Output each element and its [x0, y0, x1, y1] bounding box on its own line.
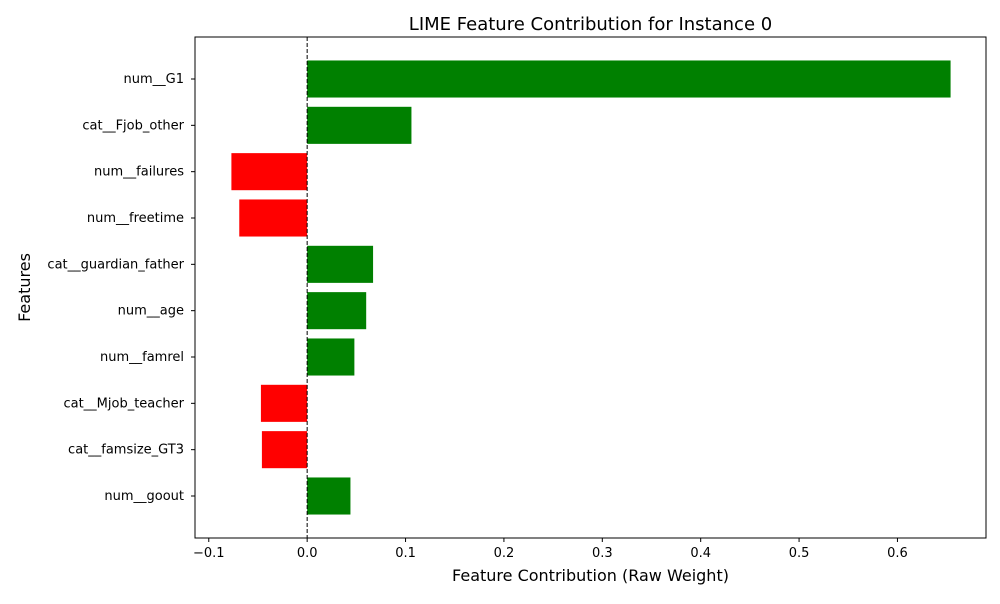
bar-num__freetime	[239, 199, 308, 237]
y-tick-label: cat__Fjob_other	[82, 118, 184, 133]
bar-cat__Fjob_other	[307, 106, 412, 144]
y-tick-label: num__age	[118, 304, 184, 319]
bar-cat__Mjob_teacher	[260, 384, 308, 422]
plot-frame	[194, 36, 987, 539]
x-ticks-layer: −0.1 0.0 0.1 0.2 0.3 0.4 0.5 0.6	[193, 538, 908, 561]
x-axis-label: Feature Contribution (Raw Weight)	[452, 566, 729, 585]
bar-num__famrel	[307, 338, 355, 376]
x-tick-label: 0.5	[789, 546, 810, 561]
y-tick-label: cat__Mjob_teacher	[63, 396, 184, 411]
y-tick-label: num__failures	[94, 165, 184, 180]
chart-title: LIME Feature Contribution for Instance 0	[409, 14, 772, 35]
x-tick-label: 0.4	[690, 546, 711, 561]
x-tick-label: 0.6	[887, 546, 908, 561]
y-tick-label: cat__famsize_GT3	[68, 443, 184, 458]
y-tick-label: num__goout	[104, 489, 184, 504]
y-tick-label: num__famrel	[100, 350, 184, 365]
x-tick-label: 0.1	[395, 546, 416, 561]
x-tick-label: 0.3	[592, 546, 613, 561]
bars-layer	[231, 60, 951, 515]
bar-cat__famsize_GT3	[261, 431, 308, 469]
y-axis-label: Features	[15, 253, 34, 322]
y-ticks-layer: num__G1 cat__Fjob_other num__failures num__…	[47, 72, 195, 504]
bar-num__age	[307, 292, 367, 330]
x-tick-label: 0.0	[297, 546, 318, 561]
x-tick-label: −0.1	[193, 546, 225, 561]
bar-cat__guardian_father	[307, 245, 374, 283]
y-tick-label: num__freetime	[87, 211, 184, 226]
x-tick-label: 0.2	[494, 546, 515, 561]
bar-num__G1	[307, 60, 951, 98]
y-tick-label: cat__guardian_father	[47, 257, 184, 272]
bar-num__failures	[231, 153, 308, 191]
y-tick-label: num__G1	[124, 72, 185, 87]
bar-num__goout	[307, 477, 351, 515]
